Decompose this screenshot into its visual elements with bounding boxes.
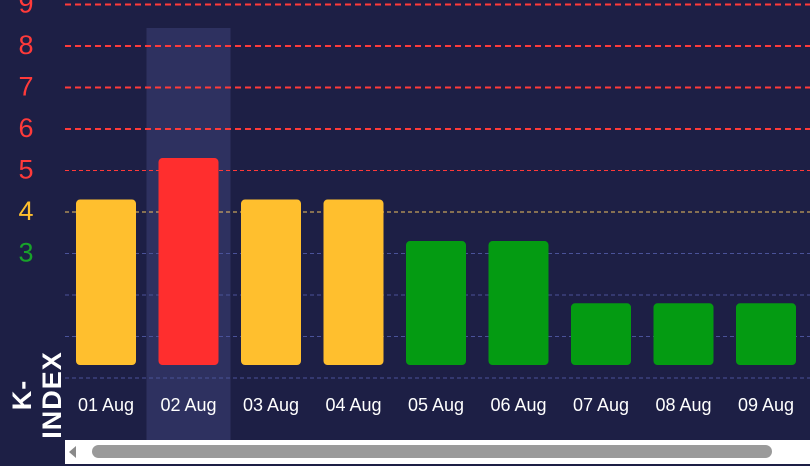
bar-03-aug <box>241 199 301 365</box>
x-tick-label: 02 Aug <box>160 395 216 415</box>
bar-04-aug <box>323 199 384 365</box>
scroll-left-arrow-icon[interactable] <box>69 446 76 458</box>
y-tick-label-5: 5 <box>18 155 33 185</box>
x-tick-label: 04 Aug <box>325 395 381 415</box>
bar-02-aug <box>158 158 219 365</box>
bar-08-aug <box>653 303 714 365</box>
x-tick-label: 05 Aug <box>408 395 464 415</box>
y-tick-label-7: 7 <box>18 72 33 102</box>
y-tick-label-9: 9 <box>18 0 33 19</box>
x-tick-label: 09 Aug <box>738 395 794 415</box>
bar-01-aug <box>76 199 136 365</box>
bar-05-aug <box>406 241 466 365</box>
y-tick-label-3: 3 <box>18 238 33 268</box>
y-tick-label-4: 4 <box>18 196 33 226</box>
horizontal-scrollbar[interactable] <box>65 440 810 464</box>
x-tick-label: 07 Aug <box>573 395 629 415</box>
y-tick-label-8: 8 <box>18 30 33 60</box>
bar-09-aug <box>736 303 796 365</box>
x-tick-label: 01 Aug <box>78 395 134 415</box>
bar-06-aug <box>488 241 549 365</box>
x-tick-label: 08 Aug <box>655 395 711 415</box>
x-tick-label: 03 Aug <box>243 395 299 415</box>
y-axis-label: K-INDEX <box>7 351 67 439</box>
y-tick-label-6: 6 <box>18 113 33 143</box>
bar-07-aug <box>571 303 631 365</box>
x-tick-label: 06 Aug <box>490 395 546 415</box>
scroll-thumb[interactable] <box>92 445 772 458</box>
